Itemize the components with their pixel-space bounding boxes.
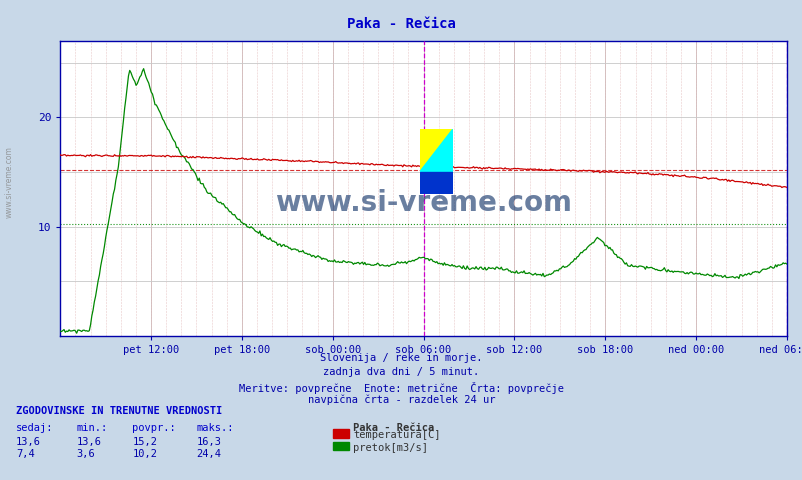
Text: 3,6: 3,6 [76, 449, 95, 459]
Text: www.si-vreme.com: www.si-vreme.com [275, 189, 571, 217]
Text: pretok[m3/s]: pretok[m3/s] [353, 443, 427, 453]
Text: 16,3: 16,3 [196, 437, 221, 447]
Text: 10,2: 10,2 [132, 449, 157, 459]
Text: 13,6: 13,6 [16, 437, 41, 447]
Text: povpr.:: povpr.: [132, 423, 176, 433]
Text: navpična črta - razdelek 24 ur: navpična črta - razdelek 24 ur [307, 395, 495, 405]
Polygon shape [419, 171, 452, 194]
Text: zadnja dva dni / 5 minut.: zadnja dva dni / 5 minut. [323, 367, 479, 377]
Text: ZGODOVINSKE IN TRENUTNE VREDNOSTI: ZGODOVINSKE IN TRENUTNE VREDNOSTI [16, 406, 222, 416]
Polygon shape [419, 130, 452, 171]
Text: 15,2: 15,2 [132, 437, 157, 447]
Text: www.si-vreme.com: www.si-vreme.com [5, 146, 14, 218]
Polygon shape [419, 130, 452, 171]
Text: Slovenija / reke in morje.: Slovenija / reke in morje. [320, 353, 482, 363]
Text: 24,4: 24,4 [196, 449, 221, 459]
Text: 13,6: 13,6 [76, 437, 101, 447]
Text: 7,4: 7,4 [16, 449, 34, 459]
Text: temperatura[C]: temperatura[C] [353, 430, 440, 440]
Text: Paka - Rečica: Paka - Rečica [353, 423, 434, 433]
Text: Paka - Rečica: Paka - Rečica [346, 17, 456, 31]
Text: sedaj:: sedaj: [16, 423, 54, 433]
Text: Meritve: povprečne  Enote: metrične  Črta: povprečje: Meritve: povprečne Enote: metrične Črta:… [239, 382, 563, 394]
Text: maks.:: maks.: [196, 423, 234, 433]
Text: min.:: min.: [76, 423, 107, 433]
